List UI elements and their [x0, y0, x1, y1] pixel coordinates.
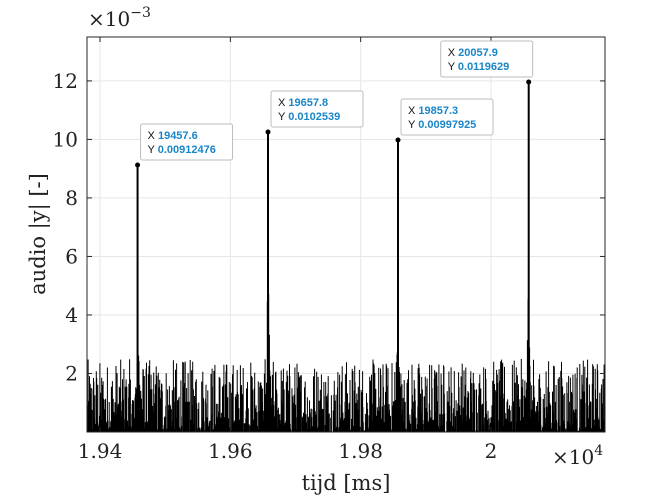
x-axis-label: tijd [ms]: [302, 471, 391, 495]
x-multiplier: ×104: [552, 443, 603, 469]
datatip-x: X 19857.3: [408, 105, 458, 117]
datatip-y: Y 0.0102539: [278, 111, 340, 123]
datatip-y: Y 0.0119629: [448, 61, 510, 73]
y-tick-label: 2: [65, 361, 78, 385]
datatip-marker[interactable]: [526, 79, 532, 85]
datatip-y: Y 0.00997925: [408, 119, 476, 131]
datatip-y: Y 0.00912476: [148, 144, 216, 156]
datatip-box[interactable]: X 19457.6 Y 0.00912476: [140, 123, 234, 161]
x-tick-label: 2: [485, 439, 498, 463]
y-tick-label: 6: [65, 244, 78, 268]
y-tick-label: 12: [53, 69, 78, 93]
y-multiplier: ×10−3: [88, 5, 151, 31]
x-tick-label: 1.98: [338, 439, 383, 463]
datatip-box[interactable]: X 20057.9 Y 0.0119629: [440, 40, 534, 78]
datatip-marker[interactable]: [265, 129, 271, 135]
datatip-x: X 19657.8: [278, 97, 328, 109]
x-tick-label: 1.94: [78, 439, 123, 463]
y-tick-label: 10: [53, 127, 78, 151]
datatip-marker[interactable]: [395, 137, 401, 143]
datatip-box[interactable]: X 19857.3 Y 0.00997925: [400, 98, 494, 136]
datatip-x: X 20057.9: [448, 47, 498, 59]
y-axis-label: audio |y| [-]: [26, 173, 51, 295]
datatip-marker[interactable]: [135, 162, 141, 168]
x-tick-label: 1.96: [208, 439, 253, 463]
y-tick-label: 4: [65, 303, 78, 327]
y-tick-label: 8: [65, 186, 78, 210]
datatips: X 19457.6 Y 0.00912476 X 19657.8 Y 0.010253…: [135, 40, 534, 168]
axes-box: [86, 36, 606, 433]
datatip-box[interactable]: X 19657.8 Y 0.0102539: [270, 90, 364, 128]
ticks: 1.94 1.96 1.98 2 2 4 6 8 10 12: [53, 37, 605, 463]
datatip-x: X 19457.6: [148, 130, 198, 142]
